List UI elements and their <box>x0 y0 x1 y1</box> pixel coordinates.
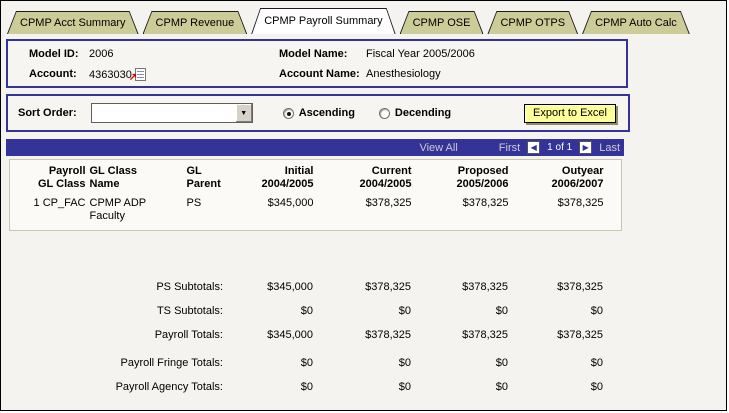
model-name-label: Model Name: <box>279 48 348 60</box>
totals-value: $378,325 <box>557 281 603 293</box>
account-value: 4363030 <box>89 69 132 81</box>
totals-row-payroll-agency-totals: Payroll Agency Totals: $0 $0 $0 $0 <box>9 371 621 395</box>
totals-value: $0 <box>300 305 313 317</box>
totals-table: PS Subtotals: $345,000 $378,325 $378,325… <box>9 275 621 395</box>
sort-order-selected-value <box>92 104 235 122</box>
totals-value: $0 <box>495 380 508 393</box>
totals-value: $345,000 <box>267 281 313 293</box>
last-link[interactable]: Last <box>599 141 620 154</box>
totals-value: $378,325 <box>462 281 508 293</box>
totals-row-payroll-totals: Payroll Totals: $345,000 $378,325 $378,3… <box>9 323 621 347</box>
totals-value: $378,325 <box>365 281 411 293</box>
row-number: 1 <box>33 197 40 209</box>
chevron-left-icon[interactable]: ◀ <box>527 141 541 154</box>
account-label: Account: <box>29 68 77 80</box>
cell-proposed: $378,325 <box>462 197 509 209</box>
col-header-outyear: Outyear 2006/2007 <box>551 165 604 190</box>
chevron-right-icon[interactable]: ▶ <box>579 141 593 154</box>
tab-label: CPMP OTPS <box>500 16 566 29</box>
totals-value: $0 <box>495 305 508 317</box>
descending-label: Decending <box>394 107 452 119</box>
grid-navigation-bar: View All First ◀ 1 of 1 ▶ Last <box>6 139 624 156</box>
table-header-row: Payroll GL Class GL Class Name GL Parent In… <box>10 160 622 192</box>
export-to-excel-button[interactable]: Export to Excel <box>524 103 616 123</box>
tab-label: CPMP Acct Summary <box>20 16 126 29</box>
col-header-proposed: Proposed 2005/2006 <box>456 165 509 190</box>
col-header-gl-class-name: GL Class Name <box>89 165 138 190</box>
tab-cpmp-payroll-summary[interactable]: CPMP Payroll Summary <box>251 8 395 34</box>
totals-row-ps-subtotals: PS Subtotals: $345,000 $378,325 $378,325… <box>9 275 621 299</box>
col-header-gl-parent: GL Parent <box>186 165 221 190</box>
col-spacer <box>604 160 622 192</box>
tab-cpmp-auto-calc[interactable]: CPMP Auto Calc <box>582 11 690 34</box>
totals-label: Payroll Totals: <box>154 329 223 341</box>
ascending-radio[interactable] <box>282 107 294 119</box>
sort-order-select[interactable]: ▼ <box>90 103 253 123</box>
totals-value: $345,000 <box>267 329 313 341</box>
totals-value: $0 <box>398 305 411 317</box>
descending-radio[interactable] <box>378 107 390 119</box>
cell-gl-class-name: CPMP ADP Faculty <box>89 197 146 222</box>
payroll-table: Payroll GL Class GL Class Name GL Parent In… <box>9 159 622 231</box>
totals-label: TS Subtotals: <box>156 305 223 317</box>
totals-label: Payroll Agency Totals: <box>115 380 223 393</box>
col-header-initial: Initial 2004/2005 <box>261 165 314 190</box>
cell-gl-parent: PS <box>186 197 202 209</box>
cell-spacer <box>604 191 622 231</box>
col-header-payroll-gl-class: Payroll GL Class <box>38 165 86 190</box>
transfer-icon-arrow: ↗ <box>128 72 138 83</box>
cell-initial: $345,000 <box>267 197 314 209</box>
tab-cpmp-otps[interactable]: CPMP OTPS <box>487 11 578 34</box>
tab-label: CPMP Revenue <box>155 16 235 29</box>
ascending-label: Ascending <box>298 107 355 119</box>
totals-value: $378,325 <box>557 329 603 341</box>
account-value-wrap: 4363030 ↗ <box>89 68 146 83</box>
account-name-label: Account Name: <box>279 68 360 80</box>
totals-value: $0 <box>590 356 603 369</box>
model-name-value: Fiscal Year 2005/2006 <box>366 48 475 60</box>
view-all-link[interactable]: View All <box>419 141 458 154</box>
model-id-value: 2006 <box>89 48 114 60</box>
totals-value: $378,325 <box>365 329 411 341</box>
model-id-label: Model ID: <box>29 48 79 60</box>
sort-controls-panel: Sort Order: ▼ Ascending Decending Export… <box>6 94 630 132</box>
totals-value: $0 <box>495 356 508 369</box>
tab-cpmp-ose[interactable]: CPMP OSE <box>400 11 484 34</box>
first-link[interactable]: First <box>498 141 521 154</box>
totals-value: $0 <box>398 356 411 369</box>
totals-value: $0 <box>398 380 411 393</box>
totals-label: Payroll Fringe Totals: <box>120 356 223 369</box>
totals-value: $0 <box>300 356 313 369</box>
account-name-value: Anesthesiology <box>366 68 441 80</box>
cell-row-num-gl-class: 1 CP_FAC <box>10 191 86 231</box>
tab-label: CPMP Payroll Summary <box>264 15 383 27</box>
model-info-panel: Model ID: 2006 Model Name: Fiscal Year 2… <box>6 39 628 88</box>
sort-order-label: Sort Order: <box>18 107 77 119</box>
totals-row-payroll-fringe-totals: Payroll Fringe Totals: $0 $0 $0 $0 <box>9 347 621 371</box>
table-row: 1 CP_FAC CPMP ADP Faculty PS $345,000 $3… <box>10 191 622 231</box>
totals-value: $378,325 <box>462 329 508 341</box>
totals-row-ts-subtotals: TS Subtotals: $0 $0 $0 $0 <box>9 299 621 323</box>
tab-label: CPMP Auto Calc <box>595 16 677 29</box>
col-header-current: Current 2004/2005 <box>359 165 412 190</box>
totals-label: PS Subtotals: <box>156 281 223 293</box>
tab-cpmp-acct-summary[interactable]: CPMP Acct Summary <box>7 11 139 34</box>
transfer-icon-lines <box>136 71 144 79</box>
totals-value: $0 <box>300 380 313 393</box>
cell-outyear: $378,325 <box>557 197 604 209</box>
totals-value: $0 <box>590 380 603 393</box>
gl-class-value: CP_FAC <box>42 197 86 209</box>
transfer-icon[interactable]: ↗ <box>129 68 146 83</box>
chevron-down-icon[interactable]: ▼ <box>234 104 252 122</box>
tab-bar: CPMP Acct Summary CPMP Revenue CPMP Payr… <box>7 8 690 34</box>
tab-cpmp-revenue[interactable]: CPMP Revenue <box>143 11 248 34</box>
cell-current: $378,325 <box>365 197 412 209</box>
tab-label: CPMP OSE <box>412 16 471 29</box>
totals-value: $0 <box>590 305 603 317</box>
page-indicator: 1 of 1 <box>547 142 573 153</box>
